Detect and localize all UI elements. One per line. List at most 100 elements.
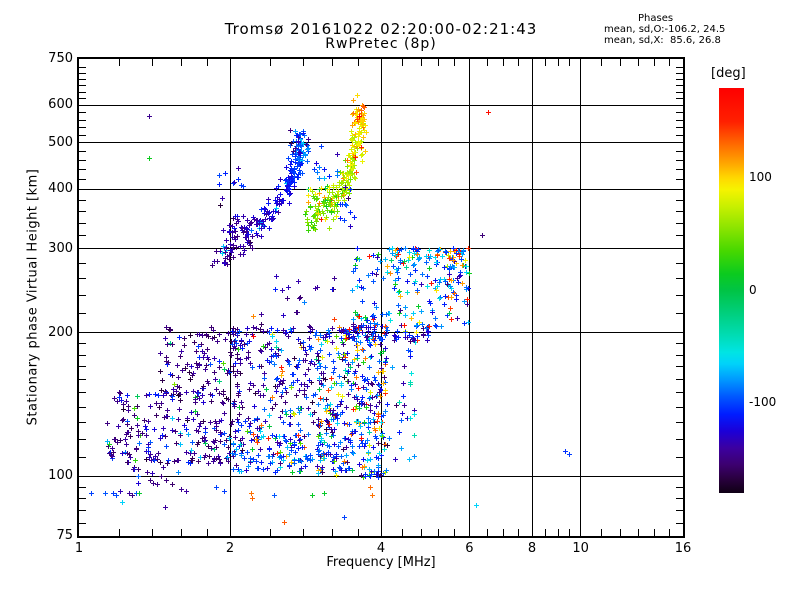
scatter-point bbox=[246, 238, 252, 244]
scatter-point bbox=[312, 223, 318, 229]
scatter-point bbox=[283, 385, 289, 391]
scatter-point bbox=[324, 402, 330, 408]
scatter-point bbox=[293, 133, 299, 139]
scatter-point bbox=[286, 463, 292, 469]
scatter-point bbox=[365, 424, 371, 430]
scatter-point bbox=[239, 339, 245, 345]
scatter-point bbox=[245, 240, 251, 246]
scatter-point bbox=[240, 441, 246, 447]
scatter-point bbox=[298, 406, 304, 412]
scatter-point bbox=[197, 355, 203, 361]
scatter-point bbox=[296, 134, 302, 140]
scatter-point bbox=[344, 202, 350, 208]
scatter-point bbox=[359, 400, 365, 406]
scatter-point bbox=[126, 429, 132, 435]
scatter-point bbox=[184, 426, 190, 432]
scatter-point bbox=[372, 420, 378, 426]
x-axis-label: Frequency [MHz] bbox=[326, 555, 436, 570]
scatter-point bbox=[194, 393, 200, 399]
y-minor-tick bbox=[676, 406, 683, 408]
scatter-point bbox=[238, 357, 244, 363]
scatter-point bbox=[322, 195, 328, 200]
scatter-point bbox=[360, 119, 366, 125]
scatter-point bbox=[109, 452, 115, 458]
scatter-point bbox=[383, 387, 389, 393]
scatter-point bbox=[176, 385, 182, 391]
scatter-point bbox=[280, 377, 286, 383]
scatter-point bbox=[294, 364, 300, 370]
scatter-point bbox=[156, 405, 162, 411]
scatter-point bbox=[151, 457, 157, 463]
scatter-point bbox=[197, 423, 203, 429]
scatter-point bbox=[390, 365, 396, 371]
scatter-point bbox=[316, 422, 322, 428]
scatter-point bbox=[246, 222, 252, 228]
scatter-point bbox=[333, 381, 339, 387]
scatter-point bbox=[330, 458, 336, 464]
scatter-point bbox=[352, 262, 358, 268]
scatter-point bbox=[368, 389, 374, 395]
scatter-point bbox=[287, 179, 293, 185]
phase-stats-o-mode: mean, sd,O:-106.2, 24.5 bbox=[604, 24, 726, 35]
scatter-point bbox=[250, 431, 256, 437]
scatter-point bbox=[253, 218, 259, 224]
scatter-point bbox=[217, 181, 223, 187]
scatter-point bbox=[214, 455, 220, 461]
scatter-point bbox=[238, 423, 244, 429]
x-minor-tick bbox=[502, 59, 504, 66]
x-minor-tick bbox=[517, 529, 519, 536]
scatter-point bbox=[358, 122, 364, 128]
scatter-point bbox=[360, 124, 366, 130]
scatter-point bbox=[254, 425, 260, 431]
scatter-point bbox=[405, 257, 411, 263]
scatter-point bbox=[326, 200, 332, 206]
scatter-point bbox=[242, 456, 248, 462]
scatter-point bbox=[316, 191, 322, 197]
scatter-point bbox=[203, 441, 209, 447]
scatter-point bbox=[425, 325, 431, 331]
scatter-point bbox=[178, 441, 184, 447]
scatter-point bbox=[333, 213, 339, 219]
scatter-point bbox=[334, 151, 340, 157]
scatter-point bbox=[248, 458, 253, 464]
scatter-point bbox=[170, 372, 176, 378]
x-minor-tick bbox=[557, 59, 559, 66]
scatter-point bbox=[403, 334, 409, 340]
scatter-point bbox=[123, 398, 129, 404]
scatter-point bbox=[136, 433, 142, 439]
scatter-point bbox=[243, 468, 249, 474]
scatter-point bbox=[351, 406, 357, 412]
scatter-point bbox=[249, 447, 255, 453]
scatter-point bbox=[251, 313, 257, 319]
scatter-point bbox=[319, 453, 325, 459]
scatter-point bbox=[231, 363, 237, 369]
scatter-point bbox=[360, 465, 366, 471]
scatter-point bbox=[150, 480, 156, 486]
scatter-point bbox=[285, 174, 291, 180]
scatter-point bbox=[257, 219, 263, 225]
scatter-point bbox=[350, 136, 356, 142]
scatter-point bbox=[151, 427, 157, 433]
scatter-point bbox=[327, 407, 332, 413]
scatter-point bbox=[277, 449, 283, 455]
y-minor-tick bbox=[676, 134, 683, 136]
scatter-point bbox=[351, 158, 357, 164]
scatter-point bbox=[447, 283, 453, 289]
scatter-point bbox=[262, 371, 268, 377]
y-minor-tick bbox=[676, 313, 683, 315]
scatter-point bbox=[135, 466, 141, 472]
scatter-point bbox=[355, 120, 361, 126]
scatter-point bbox=[332, 413, 338, 419]
scatter-point bbox=[342, 515, 348, 520]
scatter-point bbox=[218, 249, 224, 255]
scatter-point bbox=[361, 116, 367, 122]
scatter-point bbox=[221, 441, 227, 447]
scatter-point bbox=[232, 226, 238, 232]
scatter-point bbox=[373, 427, 379, 433]
scatter-point bbox=[302, 152, 308, 158]
scatter-point bbox=[308, 346, 314, 352]
scatter-point bbox=[212, 419, 218, 425]
scatter-point bbox=[218, 460, 224, 466]
scatter-point bbox=[313, 211, 319, 217]
scatter-point bbox=[306, 227, 312, 233]
